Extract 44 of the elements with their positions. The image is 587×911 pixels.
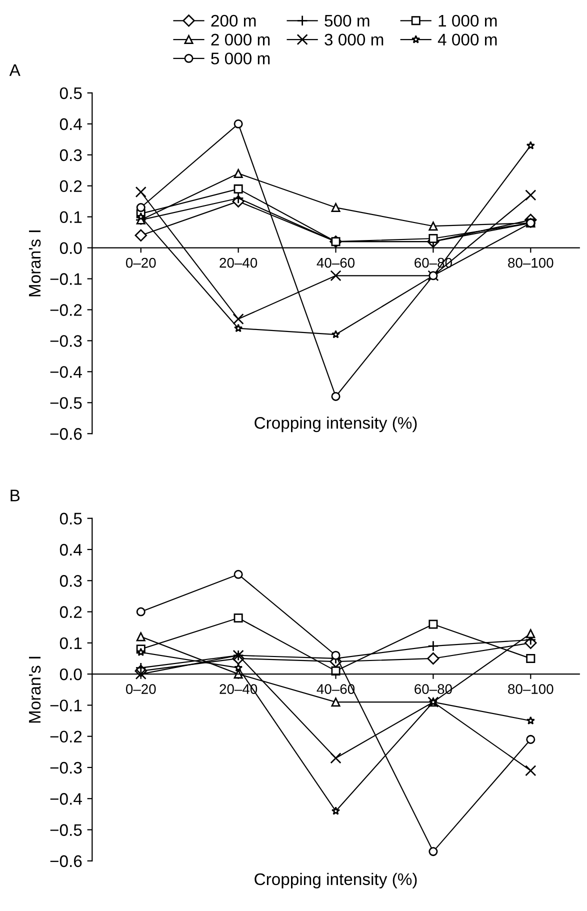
y-tick-label: 0.3 xyxy=(60,149,82,162)
y-tick-label: −0.4 xyxy=(50,366,82,378)
x-tick-label: 80–100 xyxy=(508,258,554,268)
y-tick-label: 0.3 xyxy=(60,575,82,587)
x-tick-label: 20–40 xyxy=(220,258,258,268)
y-tick-label: 0.2 xyxy=(60,180,82,192)
legend-label: 2 000 m xyxy=(211,34,270,46)
y-tick-label: 0.5 xyxy=(60,512,82,525)
y-tick-label: 0.4 xyxy=(60,544,82,556)
y-tick-label: 0.1 xyxy=(60,211,82,224)
y-tick-label: −0.5 xyxy=(50,824,82,836)
y-tick-label: −0.3 xyxy=(50,335,82,347)
x-axis-title: Cropping intensity (%) xyxy=(254,416,417,432)
y-tick-label: −0.1 xyxy=(50,700,82,712)
y-tick-label: 0.0 xyxy=(60,242,82,254)
legend-label: 200 m xyxy=(211,14,256,27)
y-tick-label: −0.3 xyxy=(50,762,82,774)
y-tick-label: −0.2 xyxy=(50,304,82,316)
x-tick-label: 0–20 xyxy=(126,684,156,694)
y-tick-label: 0.2 xyxy=(60,606,82,618)
x-tick-label: 0–20 xyxy=(126,258,156,268)
y-tick-label: 0.0 xyxy=(60,668,82,680)
legend-label: 3 000 m xyxy=(324,34,384,46)
y-axis-title: Moran's I xyxy=(29,230,41,296)
x-tick-label: 80–100 xyxy=(508,684,554,694)
y-tick-label: 0.1 xyxy=(60,637,82,650)
x-tick-label: 60–80 xyxy=(414,684,452,694)
x-tick-label: 40–60 xyxy=(316,258,355,268)
chart-title: B xyxy=(10,490,20,502)
y-tick-label: −0.6 xyxy=(50,428,82,440)
legend-label: 5 000 m xyxy=(211,52,270,64)
y-tick-label: 0.5 xyxy=(60,87,82,100)
y-tick-label: −0.1 xyxy=(50,273,82,285)
legend-label: 4 000 m xyxy=(438,34,497,46)
y-tick-label: −0.6 xyxy=(50,855,82,868)
y-tick-label: −0.2 xyxy=(50,730,82,743)
legend-label: 1 000 m xyxy=(438,14,497,27)
y-tick-label: −0.4 xyxy=(50,793,82,805)
y-tick-label: 0.4 xyxy=(60,118,82,130)
legend-label: 500 m xyxy=(324,14,370,27)
chart-title: A xyxy=(9,64,20,76)
y-tick-label: −0.5 xyxy=(50,397,82,409)
x-axis-title: Cropping intensity (%) xyxy=(254,872,417,888)
y-axis-title: Moran's I xyxy=(29,656,41,723)
